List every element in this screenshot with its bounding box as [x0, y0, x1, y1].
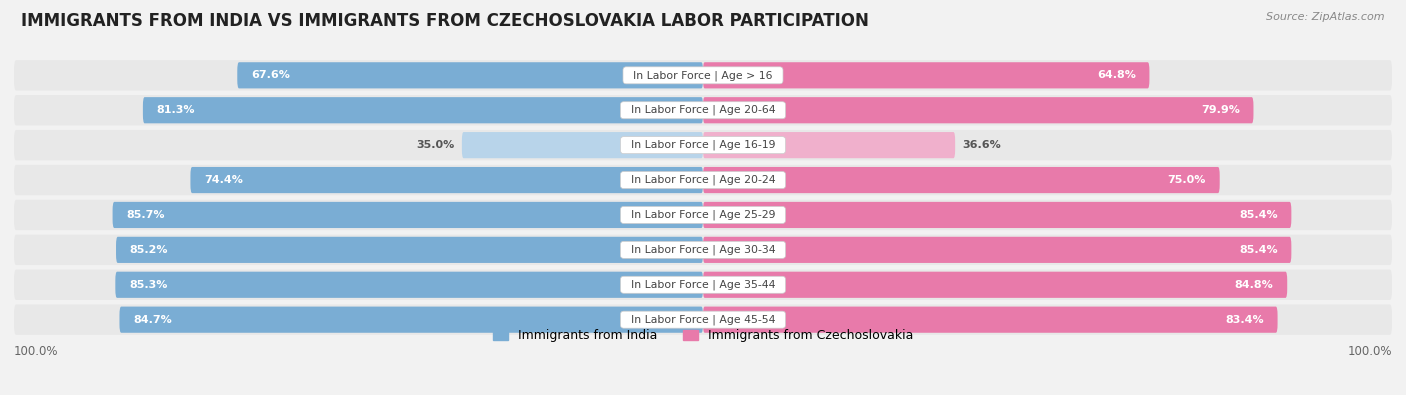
- Text: 64.8%: 64.8%: [1097, 70, 1136, 80]
- FancyBboxPatch shape: [703, 132, 955, 158]
- FancyBboxPatch shape: [14, 305, 1392, 335]
- Text: 75.0%: 75.0%: [1167, 175, 1206, 185]
- Text: In Labor Force | Age 20-24: In Labor Force | Age 20-24: [624, 175, 782, 185]
- FancyBboxPatch shape: [14, 130, 1392, 160]
- Text: In Labor Force | Age 25-29: In Labor Force | Age 25-29: [624, 210, 782, 220]
- FancyBboxPatch shape: [190, 167, 703, 193]
- Text: 100.0%: 100.0%: [1347, 345, 1392, 358]
- Legend: Immigrants from India, Immigrants from Czechoslovakia: Immigrants from India, Immigrants from C…: [488, 324, 918, 347]
- Text: 35.0%: 35.0%: [416, 140, 456, 150]
- FancyBboxPatch shape: [14, 269, 1392, 300]
- FancyBboxPatch shape: [14, 60, 1392, 90]
- FancyBboxPatch shape: [115, 272, 703, 298]
- FancyBboxPatch shape: [14, 95, 1392, 126]
- FancyBboxPatch shape: [703, 237, 1291, 263]
- Text: 74.4%: 74.4%: [204, 175, 243, 185]
- FancyBboxPatch shape: [143, 97, 703, 123]
- Text: 100.0%: 100.0%: [14, 345, 59, 358]
- FancyBboxPatch shape: [14, 235, 1392, 265]
- Text: 84.8%: 84.8%: [1234, 280, 1274, 290]
- Text: In Labor Force | Age > 16: In Labor Force | Age > 16: [626, 70, 780, 81]
- FancyBboxPatch shape: [120, 307, 703, 333]
- Text: In Labor Force | Age 30-34: In Labor Force | Age 30-34: [624, 245, 782, 255]
- FancyBboxPatch shape: [703, 307, 1278, 333]
- FancyBboxPatch shape: [703, 272, 1288, 298]
- Text: Source: ZipAtlas.com: Source: ZipAtlas.com: [1267, 12, 1385, 22]
- Text: 81.3%: 81.3%: [156, 105, 195, 115]
- Text: 83.4%: 83.4%: [1225, 315, 1264, 325]
- Text: 85.3%: 85.3%: [129, 280, 167, 290]
- FancyBboxPatch shape: [14, 165, 1392, 195]
- Text: 79.9%: 79.9%: [1201, 105, 1240, 115]
- Text: 85.4%: 85.4%: [1239, 210, 1278, 220]
- FancyBboxPatch shape: [117, 237, 703, 263]
- FancyBboxPatch shape: [703, 202, 1291, 228]
- Text: 36.6%: 36.6%: [962, 140, 1001, 150]
- Text: 67.6%: 67.6%: [252, 70, 290, 80]
- Text: In Labor Force | Age 35-44: In Labor Force | Age 35-44: [624, 280, 782, 290]
- Text: In Labor Force | Age 16-19: In Labor Force | Age 16-19: [624, 140, 782, 150]
- FancyBboxPatch shape: [703, 97, 1254, 123]
- FancyBboxPatch shape: [14, 200, 1392, 230]
- FancyBboxPatch shape: [238, 62, 703, 88]
- Text: 85.4%: 85.4%: [1239, 245, 1278, 255]
- FancyBboxPatch shape: [112, 202, 703, 228]
- Text: In Labor Force | Age 45-54: In Labor Force | Age 45-54: [624, 314, 782, 325]
- FancyBboxPatch shape: [703, 62, 1150, 88]
- Text: In Labor Force | Age 20-64: In Labor Force | Age 20-64: [624, 105, 782, 115]
- Text: 85.2%: 85.2%: [129, 245, 169, 255]
- FancyBboxPatch shape: [703, 167, 1220, 193]
- FancyBboxPatch shape: [463, 132, 703, 158]
- Text: 84.7%: 84.7%: [134, 315, 172, 325]
- Text: 85.7%: 85.7%: [127, 210, 165, 220]
- Text: IMMIGRANTS FROM INDIA VS IMMIGRANTS FROM CZECHOSLOVAKIA LABOR PARTICIPATION: IMMIGRANTS FROM INDIA VS IMMIGRANTS FROM…: [21, 12, 869, 30]
